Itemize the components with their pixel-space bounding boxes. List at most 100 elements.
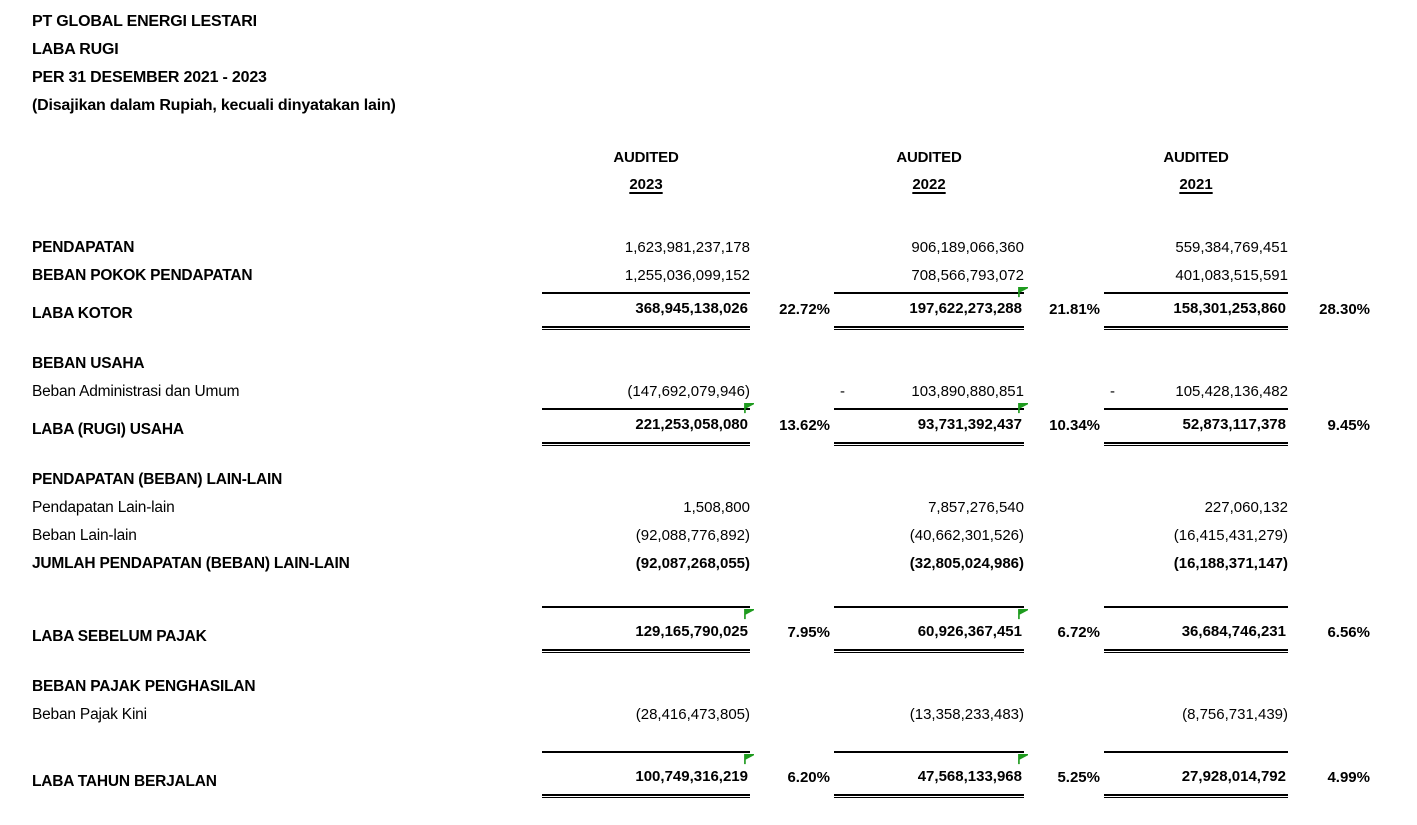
value-cell-2023: 221,253,058,080 bbox=[542, 403, 754, 446]
spacer bbox=[32, 444, 1374, 466]
comment-flag-icon bbox=[1018, 287, 1028, 298]
percent-cell-2021: 9.45% bbox=[1327, 417, 1370, 434]
section-beban-usaha: BEBAN USAHA bbox=[32, 350, 1374, 378]
value-cell-2022: 7,857,276,540 bbox=[928, 499, 1024, 516]
value-cell-2022: 197,622,273,288 bbox=[834, 287, 1028, 330]
statement-title: LABA RUGI bbox=[32, 41, 119, 58]
percent-cell-2022: 5.25% bbox=[1057, 769, 1100, 786]
value-cell-2023: 1,508,800 bbox=[683, 499, 750, 516]
value-cell-2022: (40,662,301,526) bbox=[909, 527, 1024, 544]
company-name: PT GLOBAL ENERGI LESTARI bbox=[32, 13, 257, 30]
row-label: JUMLAH PENDAPATAN (BEBAN) LAIN-LAIN bbox=[32, 555, 350, 572]
column-year-2023: 2023 bbox=[629, 176, 663, 193]
value-cell-2021: 36,684,746,231 bbox=[1104, 606, 1288, 653]
spacer bbox=[32, 729, 1374, 749]
percent-cell-2022: 21.81% bbox=[1049, 301, 1100, 318]
section-beban-pajak-penghasilan: BEBAN PAJAK PENGHASILAN bbox=[32, 673, 1374, 701]
value-cell-2022: -103,890,880,851 bbox=[834, 378, 1024, 406]
percent-cell-2021: 28.30% bbox=[1319, 301, 1370, 318]
row-label: PENDAPATAN bbox=[32, 239, 135, 256]
section-label: BEBAN USAHA bbox=[32, 355, 145, 372]
row-laba-kotor: LABA KOTOR 368,945,138,026 22.72% 197,62… bbox=[32, 287, 1374, 330]
value-cell-2022: 47,568,133,968 bbox=[834, 751, 1028, 798]
comment-flag-icon bbox=[1018, 403, 1028, 414]
spacer bbox=[32, 328, 1374, 350]
row-label: Beban Lain-lain bbox=[32, 527, 137, 544]
value-cell-2023: 1,623,981,237,178 bbox=[624, 239, 750, 256]
percent-cell-2021: 4.99% bbox=[1327, 769, 1370, 786]
percent-cell-2023: 13.62% bbox=[779, 417, 830, 434]
value-cell-2021: 401,083,515,591 bbox=[1175, 267, 1288, 284]
comment-flag-icon bbox=[744, 609, 754, 620]
row-pendapatan: PENDAPATAN 1,623,981,237,178 906,189,066… bbox=[32, 234, 1374, 262]
comment-flag-icon bbox=[1018, 754, 1028, 765]
value-cell-2021: 52,873,117,378 bbox=[1104, 408, 1288, 446]
value-cell-2023: 129,165,790,025 bbox=[542, 606, 754, 653]
spacer bbox=[32, 578, 1374, 604]
value-cell-2021: 158,301,253,860 bbox=[1104, 292, 1288, 330]
section-label: PENDAPATAN (BEBAN) LAIN-LAIN bbox=[32, 471, 283, 488]
section-pendapatan-beban-lain-lain: PENDAPATAN (BEBAN) LAIN-LAIN bbox=[32, 466, 1374, 494]
value-cell-2023: (28,416,473,805) bbox=[635, 706, 750, 723]
column-audited-2022: AUDITED bbox=[896, 149, 962, 166]
column-year-2021: 2021 bbox=[1179, 176, 1213, 193]
value-cell-2022: (13,358,233,483) bbox=[909, 706, 1024, 723]
currency-note: (Disajikan dalam Rupiah, kecuali dinyata… bbox=[32, 97, 396, 114]
column-header-audited-row: AUDITED AUDITED AUDITED bbox=[32, 146, 1374, 170]
row-label: Beban Pajak Kini bbox=[32, 706, 147, 723]
row-label: LABA KOTOR bbox=[32, 305, 133, 322]
percent-cell-2023: 22.72% bbox=[779, 301, 830, 318]
row-label: Beban Administrasi dan Umum bbox=[32, 383, 240, 400]
statement-period: PER 31 DESEMBER 2021 - 2023 bbox=[32, 69, 267, 86]
column-header-year-row: 2023 2022 2021 bbox=[32, 170, 1374, 200]
row-jumlah-pendapatan-beban-lain-lain: JUMLAH PENDAPATAN (BEBAN) LAIN-LAIN (92,… bbox=[32, 550, 1374, 578]
comment-flag-icon bbox=[1018, 609, 1028, 620]
value-cell-2021: (16,415,431,279) bbox=[1173, 527, 1288, 544]
percent-cell-2023: 7.95% bbox=[787, 624, 830, 641]
value-cell-2021: 559,384,769,451 bbox=[1175, 239, 1288, 256]
row-label: BEBAN POKOK PENDAPATAN bbox=[32, 267, 253, 284]
value-cell-2021: 227,060,132 bbox=[1204, 499, 1288, 516]
section-label: BEBAN PAJAK PENGHASILAN bbox=[32, 678, 256, 695]
comment-flag-icon bbox=[744, 403, 754, 414]
value-cell-2023: (147,692,079,946) bbox=[627, 383, 750, 400]
row-beban-lain-lain: Beban Lain-lain (92,088,776,892) (40,662… bbox=[32, 522, 1374, 550]
percent-cell-2021: 6.56% bbox=[1327, 624, 1370, 641]
row-label: LABA TAHUN BERJALAN bbox=[32, 773, 217, 790]
percent-cell-2022: 10.34% bbox=[1049, 417, 1100, 434]
income-statement-report: PT GLOBAL ENERGI LESTARI LABA RUGI PER 3… bbox=[32, 13, 1374, 798]
row-label: Pendapatan Lain-lain bbox=[32, 499, 175, 516]
accounting-dash: - bbox=[1110, 383, 1115, 400]
row-laba-rugi-usaha: LABA (RUGI) USAHA 221,253,058,080 13.62%… bbox=[32, 403, 1374, 446]
value-cell-2023: 368,945,138,026 bbox=[542, 292, 750, 330]
value-cell-2022: 708,566,793,072 bbox=[911, 267, 1024, 284]
column-audited-2023: AUDITED bbox=[613, 149, 679, 166]
row-laba-sebelum-pajak: LABA SEBELUM PAJAK 129,165,790,025 7.95%… bbox=[32, 604, 1374, 653]
value-cell-2022: 906,189,066,360 bbox=[911, 239, 1024, 256]
row-label: LABA (RUGI) USAHA bbox=[32, 421, 184, 438]
value-cell-2022: 60,926,367,451 bbox=[834, 606, 1028, 653]
value-cell-2021: 27,928,014,792 bbox=[1104, 751, 1288, 798]
row-label: LABA SEBELUM PAJAK bbox=[32, 628, 207, 645]
value-cell-2022: (32,805,024,986) bbox=[909, 555, 1024, 572]
column-audited-2021: AUDITED bbox=[1163, 149, 1229, 166]
row-pendapatan-lain-lain: Pendapatan Lain-lain 1,508,800 7,857,276… bbox=[32, 494, 1374, 522]
row-beban-administrasi: Beban Administrasi dan Umum (147,692,079… bbox=[32, 378, 1374, 406]
spacer bbox=[32, 200, 1374, 234]
value-cell-2021: -105,428,136,482 bbox=[1104, 378, 1288, 406]
value-cell-2023: (92,088,776,892) bbox=[635, 527, 750, 544]
value-cell-2023: 100,749,316,219 bbox=[542, 751, 754, 798]
column-year-2022: 2022 bbox=[912, 176, 946, 193]
spacer bbox=[32, 651, 1374, 673]
value-cell-2021: (16,188,371,147) bbox=[1173, 555, 1288, 572]
row-beban-pokok-pendapatan: BEBAN POKOK PENDAPATAN 1,255,036,099,152… bbox=[32, 262, 1374, 290]
percent-cell-2022: 6.72% bbox=[1057, 624, 1100, 641]
percent-cell-2023: 6.20% bbox=[787, 769, 830, 786]
value-cell-2021: (8,756,731,439) bbox=[1182, 706, 1288, 723]
value-cell-2023: 1,255,036,099,152 bbox=[624, 267, 750, 284]
value-cell-2022: 93,731,392,437 bbox=[834, 403, 1028, 446]
row-beban-pajak-kini: Beban Pajak Kini (28,416,473,805) (13,35… bbox=[32, 701, 1374, 729]
accounting-dash: - bbox=[840, 383, 845, 400]
row-laba-tahun-berjalan: LABA TAHUN BERJALAN 100,749,316,219 6.20… bbox=[32, 749, 1374, 798]
spacer bbox=[32, 120, 1374, 146]
